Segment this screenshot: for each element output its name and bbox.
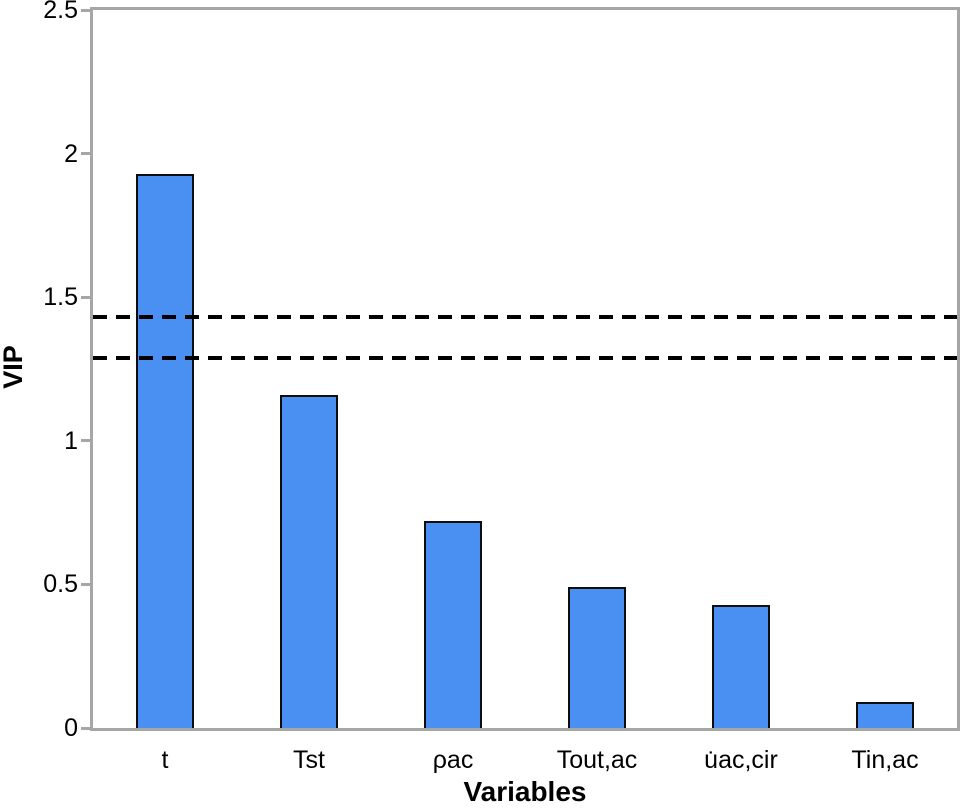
y-tick-label-2: 2 [64,139,78,168]
bar-ρac [424,521,482,728]
x-tick-label-u̇ac,cir: u̇ac,cir [704,746,778,774]
bar-u̇ac,cir [712,604,770,728]
x-tick-label-Tst: Tst [293,746,325,774]
threshold-line-2 [93,355,957,360]
bar-Tst [280,394,338,728]
y-tick-mark-0 [81,726,90,730]
x-tick-label-ρac: ρac [432,746,474,774]
plot-area [90,7,960,731]
y-tick-label-1: 1 [64,426,78,455]
y-tick-mark-2.5 [81,8,90,12]
bar-Tin,ac [856,702,914,728]
y-axis-title: VIP [0,345,28,389]
x-tick-label-t: t [161,746,169,774]
y-tick-label-1.5: 1.5 [43,283,78,312]
y-tick-label-2.5: 2.5 [43,0,78,24]
y-tick-mark-1 [81,439,90,443]
threshold-line-1 [93,315,957,320]
bar-t [136,173,194,728]
y-tick-mark-1.5 [81,295,90,299]
y-tick-label-0.5: 0.5 [43,570,78,599]
y-tick-label-0: 0 [64,714,78,742]
y-tick-mark-0.5 [81,582,90,586]
x-axis-title: Variables [463,776,587,807]
bar-Tout,ac [568,587,626,728]
x-tick-label-Tin,ac: Tin,ac [851,746,919,774]
x-tick-label-Tout,ac: Tout,ac [556,746,638,774]
y-tick-mark-2 [81,152,90,156]
